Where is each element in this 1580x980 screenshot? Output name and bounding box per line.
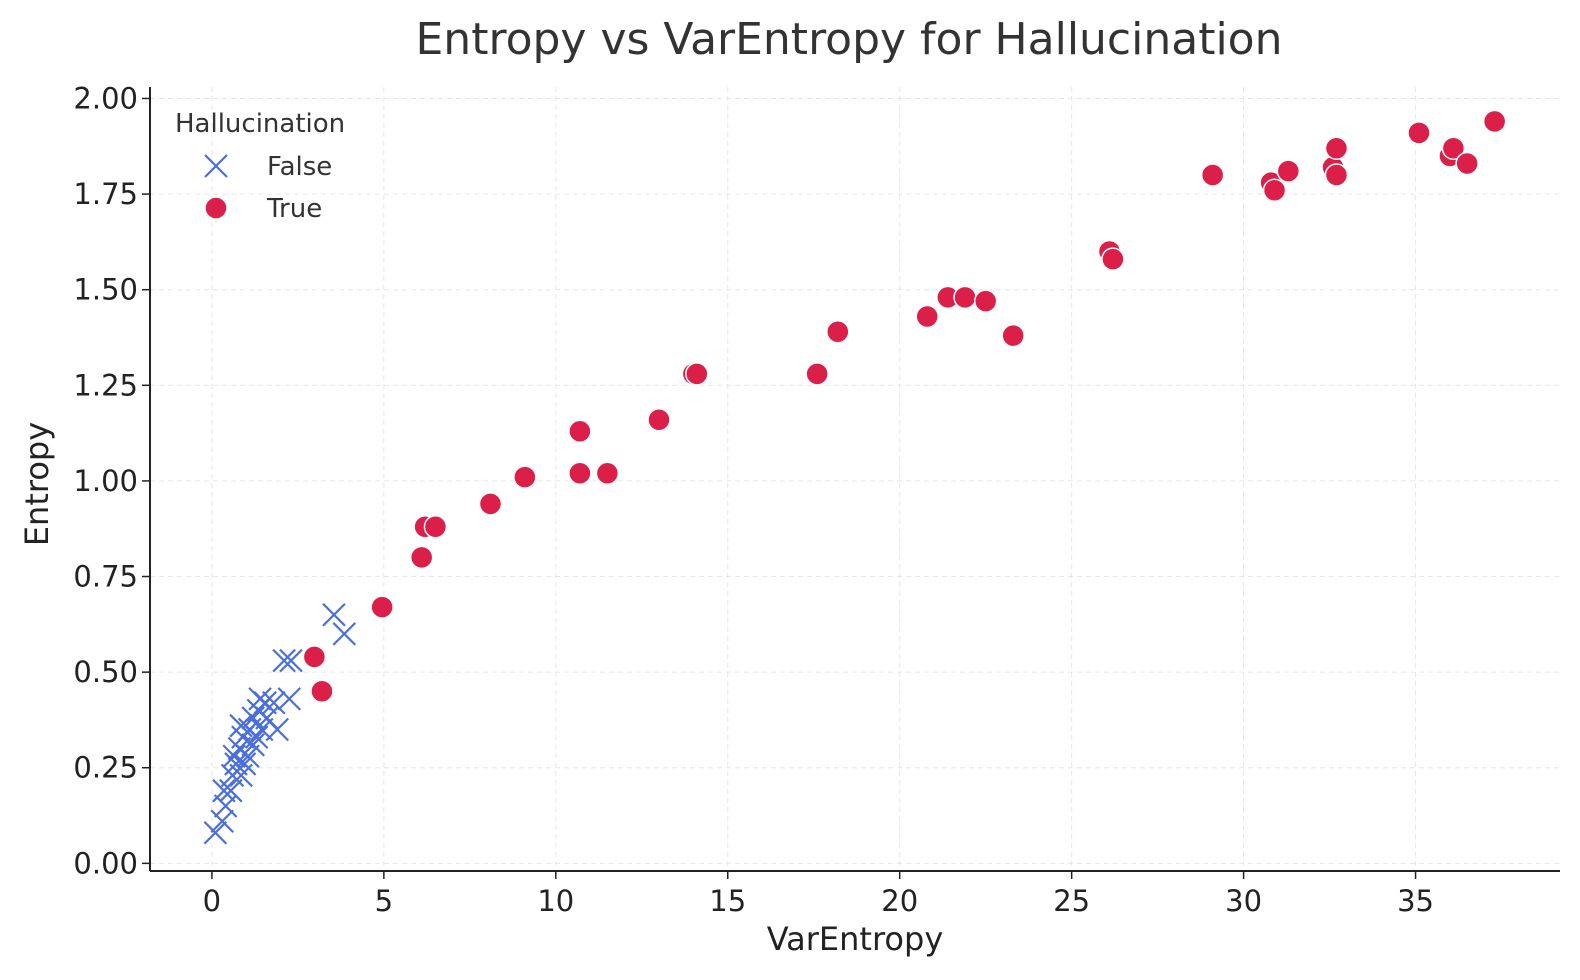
y-tick-label: 1.50 [73,273,138,307]
data-point-true [1324,163,1349,187]
grid [150,87,1560,871]
data-point-true [1001,323,1025,348]
data-point-false [279,648,303,673]
data-point-true [370,595,394,619]
data-point-false [248,687,272,711]
x-tick-label: 20 [881,884,918,918]
y-tick-label: 1.75 [73,177,138,211]
x-tick-label: 10 [537,884,574,918]
data-point-false [213,794,238,818]
y-tick-label: 2.00 [73,81,138,115]
data-point-true [409,545,434,570]
legend-label-false: False [267,152,332,182]
y-tick-label: 0.75 [73,560,138,594]
data-point-true [915,304,939,329]
data-point-true [1200,163,1225,187]
data-point-true [1324,136,1349,160]
data-point-true [1101,247,1125,271]
data-point-true [1407,121,1431,145]
data-point-true [685,362,709,386]
x-ticks: 0 5 10 15 20 25 30 35 [203,871,1434,918]
legend: Hallucination False True [175,109,345,224]
data-point-false [212,778,236,803]
y-axis-label: Entropy [18,422,56,546]
legend-label-true: True [266,194,322,224]
data-point-true [805,362,829,386]
data-point-false [262,690,286,715]
legend-marker-false [204,154,228,178]
x-tick-label: 5 [375,884,393,918]
data-point-false [332,622,357,646]
data-point-true [568,419,592,443]
legend-title: Hallucination [175,109,345,139]
x-tick-label: 30 [1225,884,1262,918]
data-point-false [232,752,257,776]
data-point-true [1262,178,1287,203]
axes [149,87,1560,872]
legend-marker-true [204,196,228,220]
chart-title: Entropy vs VarEntropy for Hallucination [416,14,1283,65]
data-point-true [1455,151,1479,176]
data-point-true [310,679,334,704]
y-tick-label: 1.00 [73,464,138,498]
data-point-true [1441,136,1466,160]
data-point-true [647,407,671,432]
data-point-true [1482,109,1507,134]
y-tick-label: 0.00 [73,846,138,880]
data-point-false [322,602,346,627]
data-point-true [302,645,327,669]
data-points [203,109,1507,845]
y-tick-label: 1.25 [73,368,138,402]
data-point-false [241,733,265,757]
data-point-false [272,648,296,673]
data-point-true [973,289,998,313]
data-point-false [277,687,302,711]
data-point-false [224,752,248,776]
data-point-true [423,515,448,539]
x-axis-label: VarEntropy [767,920,944,958]
y-ticks: 0.00 0.25 0.50 0.75 1.00 1.25 1.50 1.75 2.00 [73,81,150,880]
x-tick-label: 0 [203,884,221,918]
y-tick-label: 0.25 [73,751,138,785]
x-tick-label: 25 [1053,884,1090,918]
data-point-true [826,320,850,344]
x-tick-label: 15 [709,884,746,918]
data-point-true [595,461,620,486]
data-point-false [229,713,253,738]
data-point-false [210,809,234,834]
data-point-true [478,492,503,516]
data-point-false [203,820,228,845]
data-point-true [953,285,977,310]
data-point-true [513,465,537,489]
y-tick-label: 0.50 [73,655,138,689]
x-tick-label: 35 [1397,884,1434,918]
data-point-true [1276,159,1301,183]
data-point-false [222,744,247,769]
data-point-true [568,461,592,486]
